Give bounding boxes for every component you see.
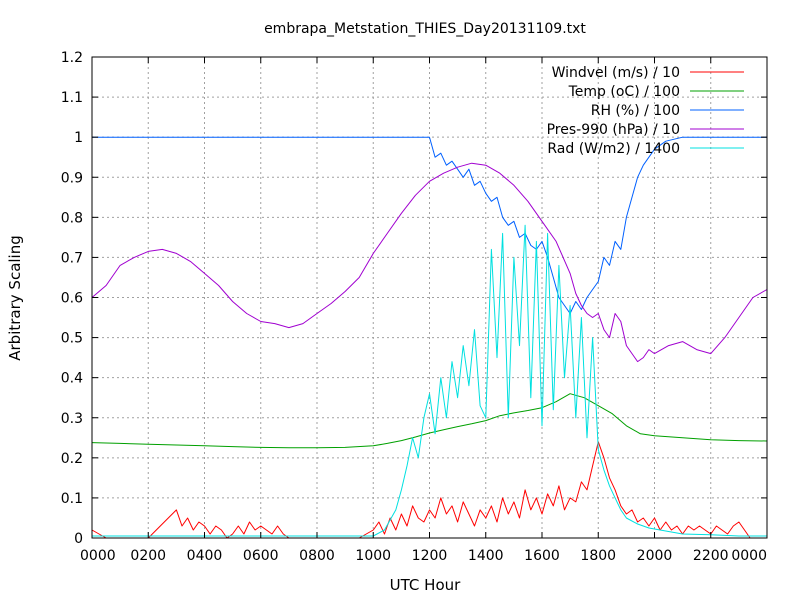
x-tick-label: 0000 — [80, 548, 116, 564]
series-line-5 — [92, 224, 767, 537]
x-tick-label: 1200 — [412, 548, 448, 564]
y-tick-label: 0.7 — [61, 250, 83, 266]
y-tick-label: 0.8 — [61, 210, 83, 226]
chart-title: embrapa_Metstation_THIES_Day20131109.txt — [264, 21, 586, 37]
y-tick-label: 0.9 — [61, 170, 83, 186]
y-tick-label: 0.3 — [61, 411, 83, 427]
axis-ticks: 0 0.1 0.2 0.3 0.4 0.5 0.6 0.7 0.8 0.9 1 1.1 1.2 0000 0… — [61, 50, 768, 564]
x-tick-label: 0600 — [243, 548, 279, 564]
y-tick-label: 0.2 — [61, 451, 83, 467]
series-line-3 — [92, 136, 767, 314]
x-tick-label: 0200 — [130, 548, 166, 564]
y-tick-label: 1.2 — [61, 50, 83, 66]
x-tick-label: 2000 — [637, 548, 673, 564]
series-layer — [91, 136, 768, 539]
legend-label-3: RH (%) / 100 — [591, 103, 680, 119]
x-tick-label: 2200 — [693, 548, 729, 564]
x-tick-label: 1000 — [355, 548, 391, 564]
series-line-1 — [91, 441, 767, 539]
y-tick-label: 0.4 — [61, 371, 83, 387]
legend-label-1: Windvel (m/s) / 10 — [552, 65, 680, 81]
x-tick-label: 0800 — [299, 548, 335, 564]
legend: Windvel (m/s) / 10 Temp (oC) / 100 RH (%) … — [547, 65, 744, 157]
y-tick-label: 0.1 — [61, 491, 83, 507]
legend-label-4: Pres-990 (hPa) / 10 — [547, 122, 680, 138]
legend-label-2: Temp (oC) / 100 — [568, 84, 680, 100]
x-tick-label: 1400 — [468, 548, 504, 564]
series-line-4 — [91, 162, 768, 363]
x-axis-label: UTC Hour — [390, 576, 461, 594]
y-axis-label: Arbitrary Scaling — [6, 235, 24, 361]
legend-label-5: Rad (W/m2) / 1400 — [547, 141, 680, 157]
y-tick-label: 0.5 — [61, 331, 83, 347]
x-tick-label: 0000 — [731, 548, 767, 564]
series-line-2 — [91, 393, 768, 449]
y-tick-label: 0.6 — [61, 291, 83, 307]
x-tick-label: 0400 — [187, 548, 223, 564]
x-tick-label: 1800 — [580, 548, 616, 564]
y-tick-label: 0 — [74, 531, 83, 547]
y-tick-label: 1.1 — [61, 90, 83, 106]
x-tick-label: 1600 — [524, 548, 560, 564]
y-tick-label: 1 — [74, 130, 83, 146]
